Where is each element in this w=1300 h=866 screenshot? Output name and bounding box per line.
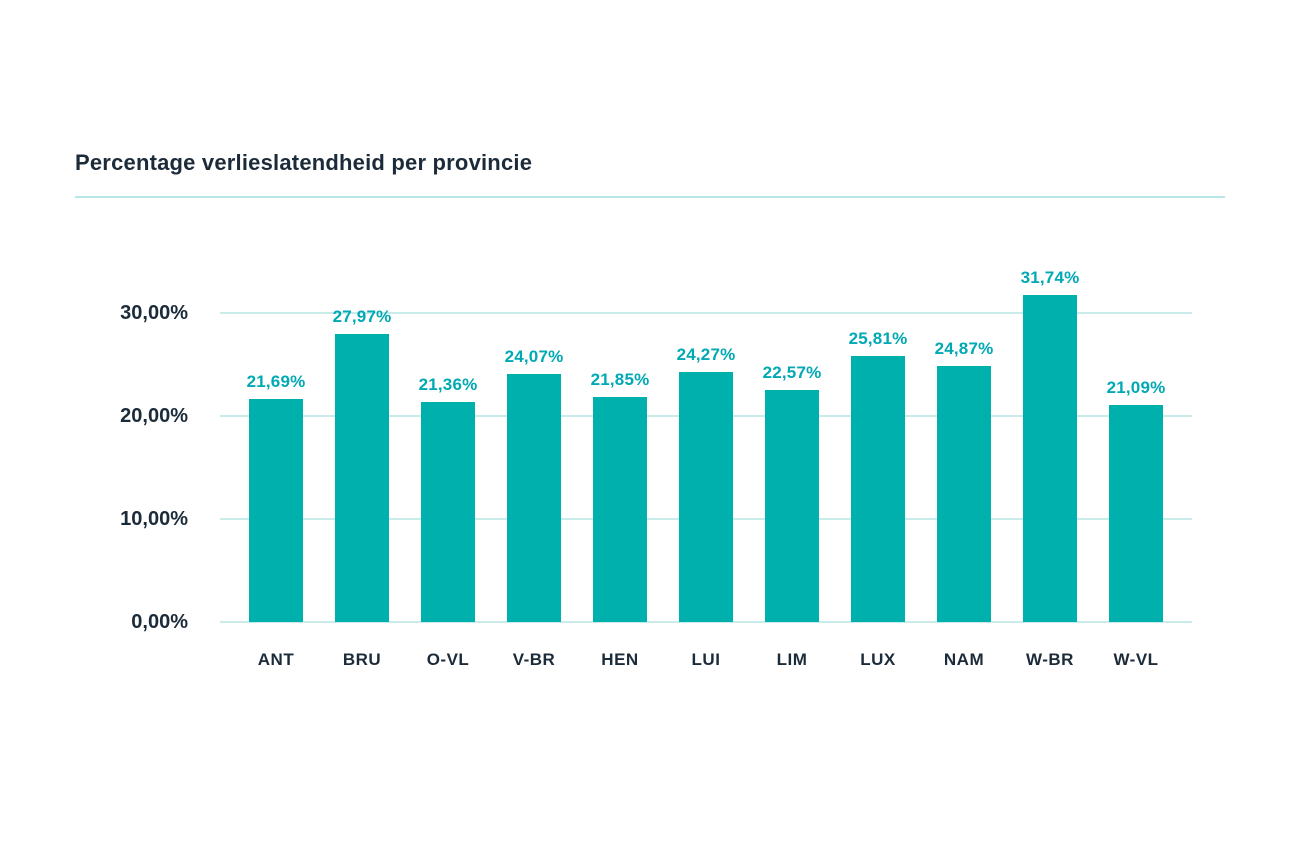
x-category-label: V-BR: [512, 650, 556, 669]
bar-w-br: 31,74%: [1021, 268, 1079, 622]
bar-value-label: 22,57%: [762, 362, 822, 382]
bar-v-br: 24,07%: [505, 347, 563, 622]
bar-bru: 27,97%: [333, 307, 391, 622]
bar-lui: 24,27%: [677, 345, 735, 622]
x-category-label: O-VL: [426, 650, 470, 669]
bar-hen: 21,85%: [591, 370, 649, 622]
gridline: [220, 621, 1192, 623]
x-category-label: ANT: [257, 650, 295, 669]
bar-value-label: 31,74%: [1020, 268, 1080, 288]
bar-value-label: 24,27%: [676, 345, 736, 365]
x-axis: ANT BRU O-VL V-BR HEN LUI LIM LUX NAM W-BR W-VL: [220, 650, 1192, 670]
y-axis: 0,00% 10,00% 20,00% 30,00%: [0, 250, 188, 633]
chart-title: Percentage verlieslatendheid per provinc…: [75, 150, 533, 175]
y-tick-label: 10,00%: [120, 508, 188, 530]
plot-area: 21,69% 27,97% 21,36% 24,07% 21,85% 24,27% 22,5…: [220, 250, 1192, 623]
x-category-label: LUI: [691, 650, 721, 669]
x-category-label: BRU: [342, 650, 382, 669]
bar-value-label: 21,09%: [1106, 377, 1166, 397]
bar-lim: 22,57%: [763, 363, 821, 622]
bar-value-label: 24,87%: [934, 338, 994, 358]
bar-value-label: 21,85%: [590, 369, 650, 389]
y-tick-label: 20,00%: [120, 405, 188, 427]
x-category-label: HEN: [601, 650, 639, 669]
bar-lux: 25,81%: [849, 329, 907, 622]
y-tick-label: 30,00%: [120, 302, 188, 324]
bar-nam: 24,87%: [935, 339, 993, 622]
title-underline-rule: [75, 196, 1225, 198]
bar-ant: 21,69%: [247, 372, 305, 622]
bar-w-vl: 21,09%: [1107, 378, 1165, 622]
bars-row: 21,69% 27,97% 21,36% 24,07% 21,85% 24,27% 22,5…: [220, 250, 1192, 622]
bar-value-label: 25,81%: [848, 329, 908, 349]
x-category-label: W-VL: [1113, 650, 1159, 669]
y-tick-label: 0,00%: [131, 611, 188, 633]
bar-o-vl: 21,36%: [419, 375, 477, 622]
gridline: [220, 312, 1192, 314]
bar-value-label: 21,36%: [418, 375, 478, 394]
x-category-label: NAM: [943, 650, 985, 669]
bar-value-label: 27,97%: [332, 306, 392, 326]
x-category-label: LUX: [860, 650, 896, 669]
bar-value-label: 21,69%: [246, 371, 306, 391]
x-category-label: LIM: [776, 650, 808, 669]
x-category-label: W-BR: [1026, 650, 1074, 669]
bar-value-label: 24,07%: [504, 347, 564, 367]
